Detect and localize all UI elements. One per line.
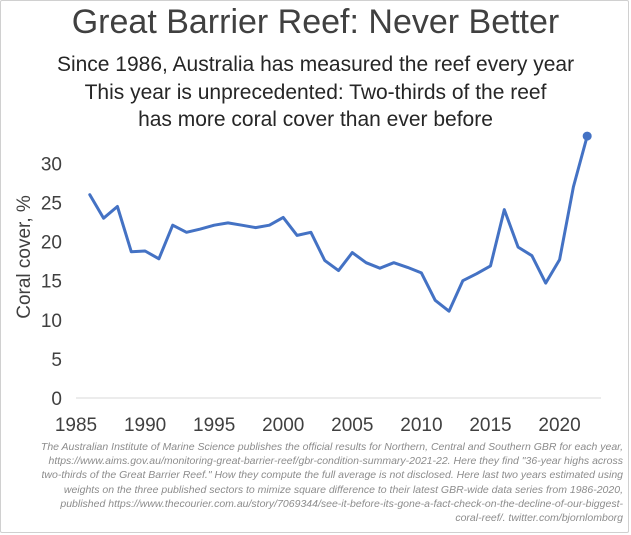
x-tick-label-2015: 2015	[469, 415, 511, 436]
x-tick-labels: 1985 1990 1995 2000 2005 2010 2015 2020	[55, 415, 581, 436]
x-tick-label-1995: 1995	[193, 415, 235, 436]
footnote-line-2: https://www.aims.gov.au/monitoring-great…	[48, 455, 623, 468]
source-footnote: The Australian Institute of Marine Scien…	[8, 440, 623, 525]
footnote-line-1: The Australian Institute of Marine Scien…	[40, 441, 623, 453]
data-point-2022	[582, 131, 592, 141]
data-points	[582, 131, 592, 141]
series-line	[88, 134, 589, 313]
footnote-line-4: weights on the three published sectors t…	[63, 483, 623, 496]
x-tick-label-2000: 2000	[262, 415, 304, 436]
y-tick-label-30: 30	[41, 154, 62, 175]
x-tick-label-2020: 2020	[538, 415, 580, 436]
y-tick-label-5: 5	[51, 350, 62, 371]
x-tick-label-2010: 2010	[400, 415, 442, 436]
x-tick-label-1985: 1985	[55, 415, 97, 436]
y-tick-label-0: 0	[51, 389, 62, 410]
footnote-line-3: two-thirds of the Great Barrier Reef." H…	[41, 469, 624, 482]
y-tick-label-15: 15	[41, 272, 62, 293]
y-tick-label-10: 10	[41, 311, 62, 332]
x-tick-label-1990: 1990	[124, 415, 166, 436]
footnote-line-5: published https://www.thecourier.com.au/…	[60, 497, 623, 510]
chart-title: Great Barrier Reef: Never Better	[71, 3, 560, 41]
y-axis-label: Coral cover, %	[14, 195, 35, 319]
y-tick-labels: 0 5 10 15 20 25 30	[41, 154, 62, 410]
chart-subtitle-line-1: Since 1986, Australia has measured the r…	[56, 53, 575, 76]
footnote-line-6: coral-reef/. twitter.com/bjornlomborg	[455, 512, 623, 525]
y-tick-label-25: 25	[41, 194, 62, 215]
x-tick-label-2005: 2005	[331, 415, 373, 436]
chart-subtitle-line-3: has more coral cover than ever before	[138, 108, 493, 131]
y-tick-label-20: 20	[41, 233, 62, 254]
chart-subtitle-line-2: This year is unprecedented: Two-thirds o…	[84, 81, 547, 104]
